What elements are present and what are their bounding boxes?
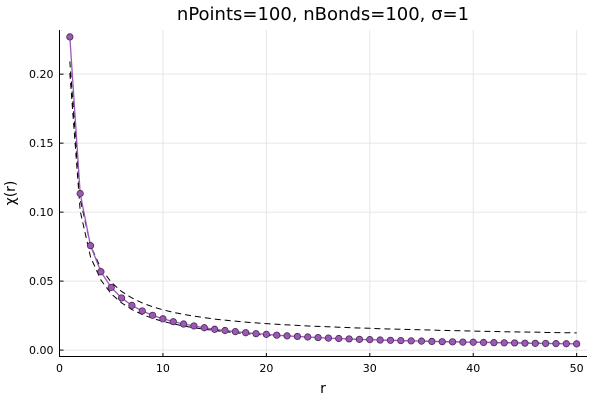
data-point — [66, 33, 74, 41]
x-tick-label: 50 — [570, 362, 584, 375]
data-point — [448, 338, 457, 346]
data-point — [428, 337, 436, 346]
y-tick-label: 0.10 — [29, 206, 54, 219]
data-point — [542, 339, 550, 348]
data-point — [376, 336, 384, 344]
data-point — [107, 283, 115, 292]
data-point — [510, 339, 519, 347]
data-point — [397, 336, 405, 345]
data-point — [273, 331, 281, 339]
grid — [59, 30, 587, 357]
data-point — [438, 338, 446, 346]
data-point — [314, 333, 322, 342]
x-tick-label: 10 — [156, 362, 170, 375]
data-point — [180, 320, 188, 328]
series-layer — [66, 33, 581, 348]
data-point — [190, 322, 198, 330]
data-point — [293, 332, 301, 341]
y-axis-label: χ(r) — [3, 181, 19, 206]
y-tick-label: 0.05 — [29, 275, 54, 288]
ticks: 0 10 20 30 40 50 0.00 0.05 0.10 0.15 0.20 — [29, 68, 584, 375]
data-point — [76, 189, 84, 198]
data-point — [407, 337, 415, 345]
data-point — [200, 324, 208, 332]
x-tick-label: 20 — [259, 362, 273, 375]
data-point — [231, 328, 239, 336]
x-axis-label: r — [320, 381, 326, 397]
data-point — [366, 336, 374, 344]
data-point — [159, 315, 167, 323]
data-point — [128, 301, 136, 309]
data-point — [459, 338, 467, 346]
y-tick-label: 0.20 — [29, 68, 54, 81]
y-tick-label: 0.15 — [29, 137, 54, 150]
data-point — [552, 340, 560, 348]
data-point — [252, 330, 260, 338]
chart-title: nPoints=100, nBonds=100, σ=1 — [177, 4, 469, 25]
data-point — [324, 334, 333, 342]
data-point — [521, 339, 529, 347]
axes — [59, 30, 587, 357]
data-point — [221, 326, 229, 335]
x-tick-label: 40 — [466, 362, 480, 375]
data-point — [386, 336, 395, 344]
data-point — [117, 294, 126, 302]
data-point — [335, 334, 343, 343]
data-point — [573, 340, 581, 348]
data-point — [562, 340, 570, 348]
data-point — [469, 338, 477, 346]
data-point — [262, 330, 270, 338]
data-point — [148, 311, 157, 319]
data-point — [211, 325, 219, 333]
data-point — [242, 329, 250, 337]
data-point — [531, 339, 539, 347]
data-point — [355, 335, 364, 343]
y-tick-label: 0.00 — [29, 344, 54, 357]
data-point — [97, 268, 105, 276]
data-point — [169, 318, 177, 326]
data-point — [500, 339, 508, 347]
data-point — [304, 333, 312, 341]
x-tick-label: 30 — [363, 362, 377, 375]
data-point — [283, 332, 291, 340]
data-point — [479, 338, 488, 347]
x-tick-label: 0 — [56, 362, 63, 375]
data-point — [86, 242, 95, 250]
data-point — [345, 335, 353, 343]
data-point — [417, 337, 426, 345]
data-point — [490, 339, 498, 347]
data-point — [138, 307, 146, 315]
